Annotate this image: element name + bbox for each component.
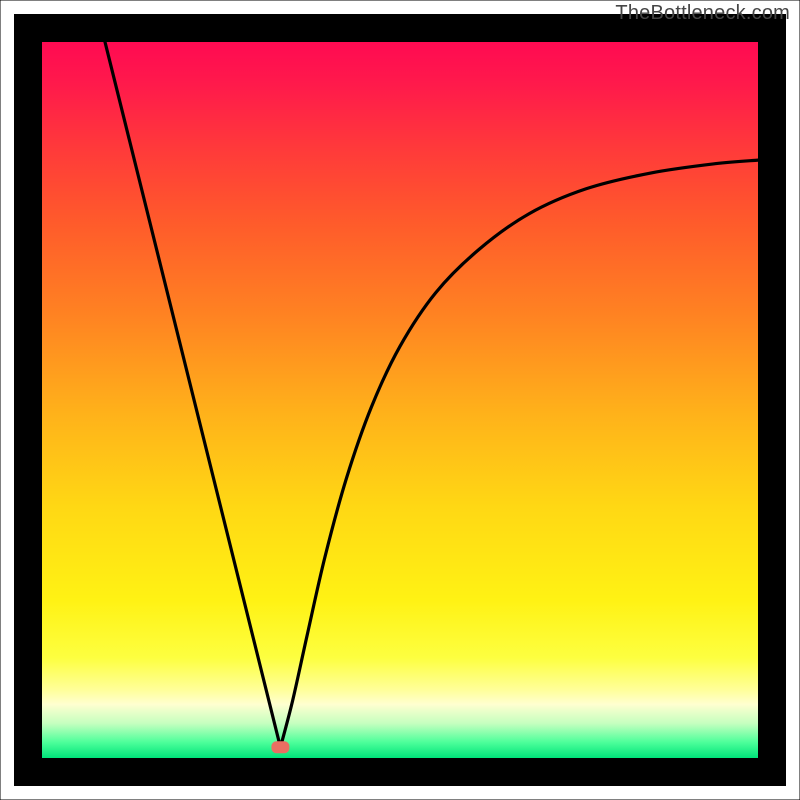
minimum-marker [271,741,289,753]
chart-container: TheBottleneck.com [0,0,800,800]
plot-background [42,42,758,758]
bottleneck-chart [0,0,800,800]
